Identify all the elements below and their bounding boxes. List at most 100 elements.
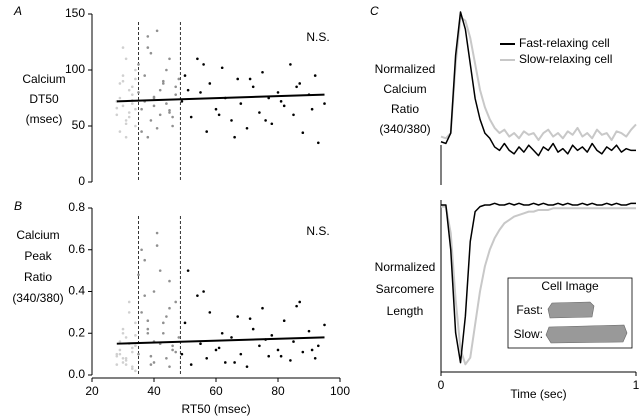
- point: [295, 85, 298, 89]
- point: [140, 130, 143, 133]
- trace: [441, 202, 636, 364]
- y-tick-label: 0: [78, 174, 85, 188]
- annotation: N.S.: [306, 224, 329, 238]
- point: [292, 340, 295, 343]
- y-axis-label: Normalized: [375, 62, 436, 76]
- point: [292, 113, 295, 117]
- point: [149, 363, 153, 366]
- point: [171, 344, 174, 348]
- point: [131, 346, 134, 350]
- point: [180, 100, 184, 103]
- point: [146, 331, 150, 335]
- point: [208, 82, 212, 85]
- point: [121, 361, 125, 364]
- panel-label: A: [13, 4, 22, 18]
- y-tick-label: 150: [65, 6, 85, 20]
- y-axis-label: Calcium: [16, 228, 59, 242]
- point: [149, 354, 153, 358]
- point: [168, 306, 171, 310]
- point: [140, 248, 143, 252]
- point: [134, 68, 137, 72]
- point: [165, 68, 168, 72]
- y-tick-label: 0.0: [68, 367, 85, 381]
- point: [127, 300, 131, 304]
- point: [121, 79, 125, 83]
- x-tick-label: 0: [438, 378, 445, 392]
- point: [146, 35, 150, 38]
- point: [131, 93, 134, 96]
- point: [220, 331, 224, 335]
- point: [134, 77, 137, 81]
- y-tick-label: 0.6: [68, 242, 85, 256]
- point: [121, 46, 125, 49]
- y-axis-label: Ratio: [24, 270, 52, 284]
- point: [174, 85, 177, 89]
- point: [127, 88, 131, 92]
- point: [115, 106, 119, 110]
- point: [168, 109, 171, 112]
- point: [152, 95, 156, 99]
- point: [282, 104, 286, 108]
- point: [233, 361, 236, 364]
- point: [121, 327, 125, 331]
- inset-title: Cell Image: [541, 279, 599, 293]
- point: [134, 107, 137, 111]
- point: [230, 336, 233, 339]
- point: [186, 88, 190, 92]
- point: [115, 352, 119, 356]
- point: [196, 57, 199, 61]
- point: [239, 102, 243, 105]
- point: [217, 113, 221, 117]
- point: [171, 115, 174, 119]
- point: [131, 367, 134, 371]
- point: [189, 115, 193, 119]
- point: [168, 279, 171, 283]
- point: [317, 141, 320, 145]
- point: [131, 350, 134, 354]
- point: [205, 130, 208, 133]
- point: [276, 91, 280, 94]
- point: [214, 348, 218, 352]
- point: [118, 82, 122, 85]
- y-tick-label: 0.2: [68, 325, 85, 339]
- point: [149, 119, 153, 122]
- y-axis-label: Length: [387, 304, 424, 318]
- x-tick-label: 60: [209, 384, 223, 398]
- point: [134, 321, 137, 325]
- point: [124, 359, 128, 362]
- point: [165, 357, 168, 360]
- point: [158, 113, 162, 117]
- point: [146, 46, 150, 49]
- trace: [440, 16, 637, 142]
- point: [202, 290, 205, 293]
- point: [196, 294, 199, 297]
- point: [233, 135, 236, 139]
- point: [289, 63, 292, 66]
- y-axis-label: DT50: [29, 92, 59, 106]
- point: [289, 359, 292, 362]
- point: [270, 334, 274, 337]
- point: [131, 85, 134, 89]
- point: [220, 66, 224, 70]
- panel-label: B: [14, 199, 22, 213]
- x-tick-label: 100: [330, 384, 350, 398]
- point: [267, 354, 271, 358]
- y-axis-label: Peak: [24, 249, 52, 263]
- point: [140, 107, 143, 111]
- point: [127, 115, 131, 119]
- point: [155, 126, 159, 130]
- point: [134, 334, 137, 337]
- point: [236, 315, 239, 318]
- point: [124, 363, 128, 366]
- point: [177, 77, 181, 81]
- trace: [440, 11, 636, 157]
- fit-line: [116, 336, 325, 345]
- point: [174, 300, 177, 304]
- point: [248, 77, 252, 81]
- point: [230, 119, 233, 122]
- point: [174, 93, 177, 96]
- point: [199, 91, 202, 94]
- y-axis-label: Normalized: [375, 260, 436, 274]
- point: [270, 122, 274, 126]
